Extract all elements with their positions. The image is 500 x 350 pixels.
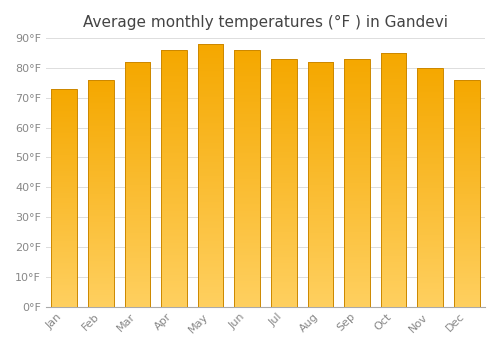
Bar bbox=[344, 59, 370, 307]
Bar bbox=[380, 53, 406, 307]
Bar bbox=[52, 89, 77, 307]
Bar bbox=[271, 59, 296, 307]
Bar bbox=[88, 80, 114, 307]
Bar bbox=[234, 50, 260, 307]
Bar bbox=[124, 62, 150, 307]
Bar bbox=[308, 62, 333, 307]
Bar bbox=[454, 80, 479, 307]
Bar bbox=[418, 68, 443, 307]
Bar bbox=[198, 44, 224, 307]
Title: Average monthly temperatures (°F ) in Gandevi: Average monthly temperatures (°F ) in Ga… bbox=[83, 15, 448, 30]
Bar bbox=[161, 50, 187, 307]
